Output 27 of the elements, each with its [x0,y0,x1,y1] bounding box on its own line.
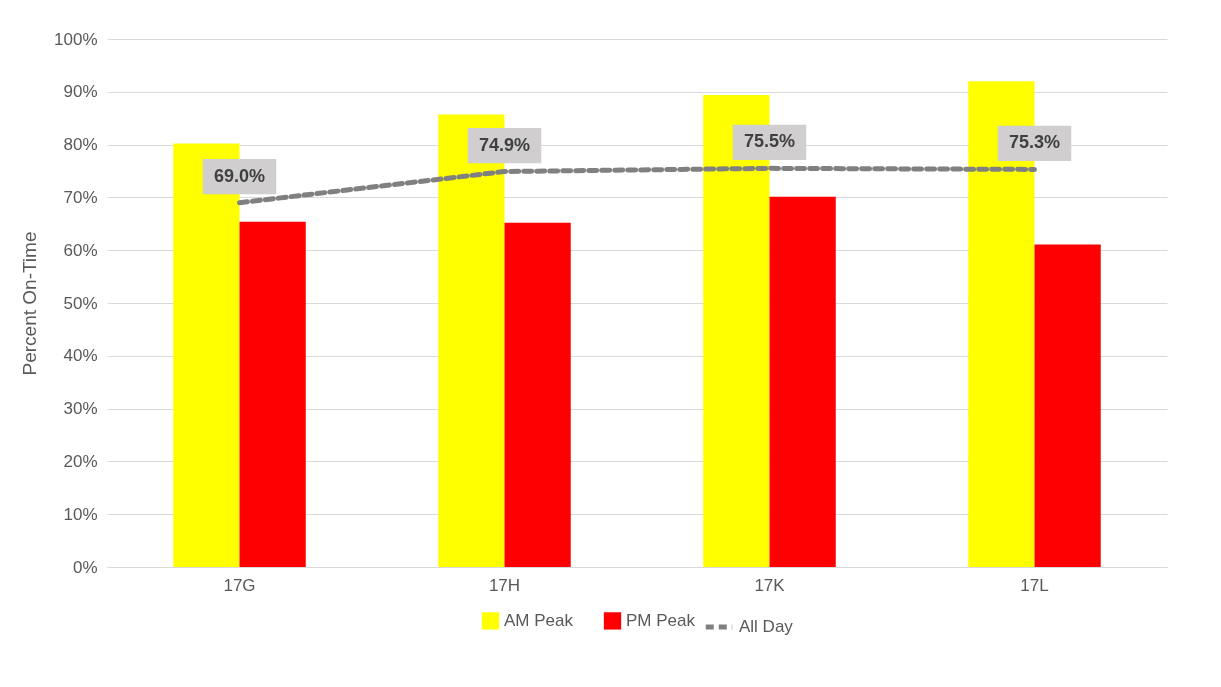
x-tick-label: 17H [488,575,521,595]
y-tick-label: 20% [63,451,98,471]
bar [769,196,836,567]
y-tick-label: 40% [63,346,98,366]
data-label: 75.5% [743,131,796,152]
data-label: 69.0% [213,165,266,186]
y-tick-label: 70% [63,187,98,207]
legend-label: AM Peak [504,610,574,630]
x-tick-label: 17G [223,575,256,595]
x-tick-label: 17K [754,575,786,595]
y-tick-label: 80% [63,135,98,155]
legend-label: All Day [739,617,794,636]
y-tick-label: 100% [54,29,98,49]
y-tick-label: 10% [63,504,98,524]
bar [504,222,571,567]
y-axis-title: Percent On-Time [19,231,41,376]
y-tick-label: 60% [63,240,98,260]
y-tick-label: 90% [63,82,98,102]
y-tick-label: 30% [63,399,98,419]
data-label: 74.9% [478,134,531,155]
legend-label: PM Peak [626,610,696,630]
bar [239,221,306,567]
y-tick-label: 50% [63,293,98,313]
y-tick-label: 0% [72,557,98,577]
x-tick-label: 17L [1020,575,1049,595]
bar [1034,244,1101,567]
data-label: 75.3% [1008,132,1061,153]
